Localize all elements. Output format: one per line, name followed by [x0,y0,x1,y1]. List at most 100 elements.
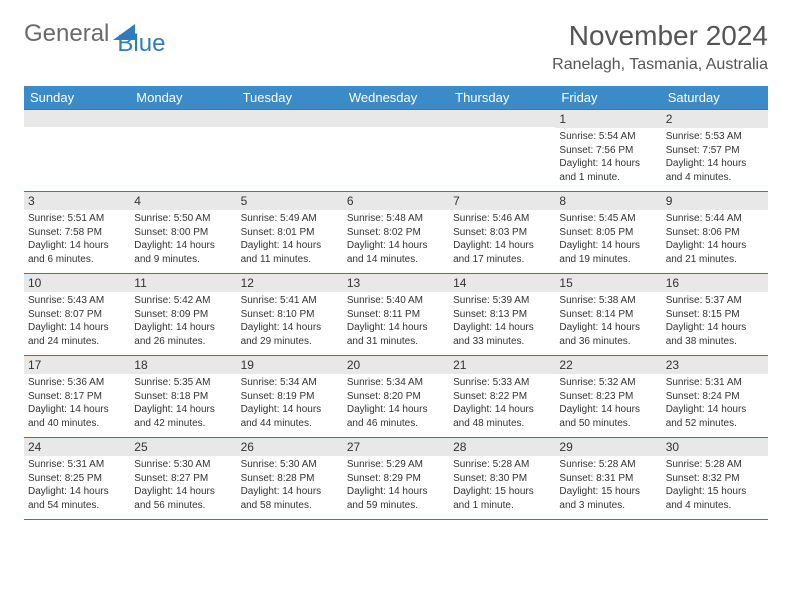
weekday-header: Sunday [24,86,130,110]
day-number: 14 [449,274,555,292]
day-number: 12 [237,274,343,292]
day-sunset: Sunset: 8:03 PM [453,226,551,240]
day-daylight: Daylight: 14 hours and 44 minutes. [241,403,339,430]
day-cell: 7Sunrise: 5:46 AMSunset: 8:03 PMDaylight… [449,192,555,274]
day-sunset: Sunset: 8:01 PM [241,226,339,240]
day-cell: 9Sunrise: 5:44 AMSunset: 8:06 PMDaylight… [662,192,768,274]
day-sunrise: Sunrise: 5:32 AM [559,376,657,390]
day-sunrise: Sunrise: 5:34 AM [347,376,445,390]
day-daylight: Daylight: 14 hours and 19 minutes. [559,239,657,266]
day-number [343,110,449,127]
day-daylight: Daylight: 14 hours and 38 minutes. [666,321,764,348]
day-number: 4 [130,192,236,210]
day-sunrise: Sunrise: 5:35 AM [134,376,232,390]
day-sunset: Sunset: 8:14 PM [559,308,657,322]
day-sunset: Sunset: 8:17 PM [28,390,126,404]
day-sunset: Sunset: 8:10 PM [241,308,339,322]
day-number: 25 [130,438,236,456]
day-daylight: Daylight: 14 hours and 6 minutes. [28,239,126,266]
day-sunset: Sunset: 8:29 PM [347,472,445,486]
day-sunrise: Sunrise: 5:42 AM [134,294,232,308]
day-cell: 30Sunrise: 5:28 AMSunset: 8:32 PMDayligh… [662,438,768,520]
day-number: 15 [555,274,661,292]
day-daylight: Daylight: 14 hours and 14 minutes. [347,239,445,266]
day-sunset: Sunset: 8:20 PM [347,390,445,404]
day-number: 19 [237,356,343,374]
day-body: Sunrise: 5:35 AMSunset: 8:18 PMDaylight:… [130,374,236,432]
day-sunrise: Sunrise: 5:30 AM [134,458,232,472]
day-sunset: Sunset: 8:00 PM [134,226,232,240]
day-number: 1 [555,110,661,128]
day-number: 26 [237,438,343,456]
day-body: Sunrise: 5:28 AMSunset: 8:32 PMDaylight:… [662,456,768,514]
day-cell [24,110,130,192]
day-sunrise: Sunrise: 5:31 AM [666,376,764,390]
day-daylight: Daylight: 14 hours and 36 minutes. [559,321,657,348]
day-sunset: Sunset: 8:06 PM [666,226,764,240]
day-sunrise: Sunrise: 5:28 AM [666,458,764,472]
week-row: 24Sunrise: 5:31 AMSunset: 8:25 PMDayligh… [24,438,768,520]
day-daylight: Daylight: 14 hours and 42 minutes. [134,403,232,430]
day-body: Sunrise: 5:31 AMSunset: 8:25 PMDaylight:… [24,456,130,514]
logo-text-general: General [24,20,109,48]
day-sunrise: Sunrise: 5:43 AM [28,294,126,308]
day-sunrise: Sunrise: 5:28 AM [453,458,551,472]
day-daylight: Daylight: 14 hours and 21 minutes. [666,239,764,266]
day-number: 24 [24,438,130,456]
day-cell [343,110,449,192]
day-daylight: Daylight: 15 hours and 1 minute. [453,485,551,512]
day-sunset: Sunset: 8:18 PM [134,390,232,404]
day-body: Sunrise: 5:31 AMSunset: 8:24 PMDaylight:… [662,374,768,432]
day-body: Sunrise: 5:50 AMSunset: 8:00 PMDaylight:… [130,210,236,268]
day-sunrise: Sunrise: 5:54 AM [559,130,657,144]
day-number: 27 [343,438,449,456]
day-cell: 8Sunrise: 5:45 AMSunset: 8:05 PMDaylight… [555,192,661,274]
day-daylight: Daylight: 14 hours and 4 minutes. [666,157,764,184]
week-row: 3Sunrise: 5:51 AMSunset: 7:58 PMDaylight… [24,192,768,274]
day-sunrise: Sunrise: 5:49 AM [241,212,339,226]
day-number [130,110,236,127]
location: Ranelagh, Tasmania, Australia [552,56,768,74]
day-cell: 28Sunrise: 5:28 AMSunset: 8:30 PMDayligh… [449,438,555,520]
day-number: 3 [24,192,130,210]
week-row: 17Sunrise: 5:36 AMSunset: 8:17 PMDayligh… [24,356,768,438]
day-sunrise: Sunrise: 5:33 AM [453,376,551,390]
day-sunrise: Sunrise: 5:36 AM [28,376,126,390]
day-daylight: Daylight: 15 hours and 3 minutes. [559,485,657,512]
day-cell: 19Sunrise: 5:34 AMSunset: 8:19 PMDayligh… [237,356,343,438]
day-cell [449,110,555,192]
day-sunset: Sunset: 8:07 PM [28,308,126,322]
day-cell: 4Sunrise: 5:50 AMSunset: 8:00 PMDaylight… [130,192,236,274]
day-daylight: Daylight: 14 hours and 54 minutes. [28,485,126,512]
day-number [449,110,555,127]
day-number: 8 [555,192,661,210]
day-body: Sunrise: 5:45 AMSunset: 8:05 PMDaylight:… [555,210,661,268]
day-cell: 17Sunrise: 5:36 AMSunset: 8:17 PMDayligh… [24,356,130,438]
day-daylight: Daylight: 14 hours and 31 minutes. [347,321,445,348]
day-daylight: Daylight: 15 hours and 4 minutes. [666,485,764,512]
day-cell: 22Sunrise: 5:32 AMSunset: 8:23 PMDayligh… [555,356,661,438]
day-sunset: Sunset: 7:57 PM [666,144,764,158]
day-number: 11 [130,274,236,292]
day-cell [130,110,236,192]
day-daylight: Daylight: 14 hours and 56 minutes. [134,485,232,512]
day-sunset: Sunset: 8:24 PM [666,390,764,404]
month-title: November 2024 [552,20,768,52]
logo-text-blue: Blue [117,30,165,57]
day-body: Sunrise: 5:30 AMSunset: 8:27 PMDaylight:… [130,456,236,514]
day-body: Sunrise: 5:32 AMSunset: 8:23 PMDaylight:… [555,374,661,432]
day-daylight: Daylight: 14 hours and 40 minutes. [28,403,126,430]
day-body: Sunrise: 5:28 AMSunset: 8:30 PMDaylight:… [449,456,555,514]
weekday-header: Friday [555,86,661,110]
day-number: 10 [24,274,130,292]
day-body: Sunrise: 5:28 AMSunset: 8:31 PMDaylight:… [555,456,661,514]
day-daylight: Daylight: 14 hours and 17 minutes. [453,239,551,266]
week-row: 10 Sunrise: 5:43 AMSunset: 8:07 PM Dayligh… [24,274,768,356]
day-daylight: Daylight: 14 hours and 46 minutes. [347,403,445,430]
day-body: Sunrise: 5:33 AMSunset: 8:22 PMDaylight:… [449,374,555,432]
weekday-header: Thursday [449,86,555,110]
day-number: 7 [449,192,555,210]
day-sunrise: Sunrise: 5:29 AM [347,458,445,472]
day-sunset: Sunset: 8:25 PM [28,472,126,486]
day-sunrise: Sunrise: 5:28 AM [559,458,657,472]
